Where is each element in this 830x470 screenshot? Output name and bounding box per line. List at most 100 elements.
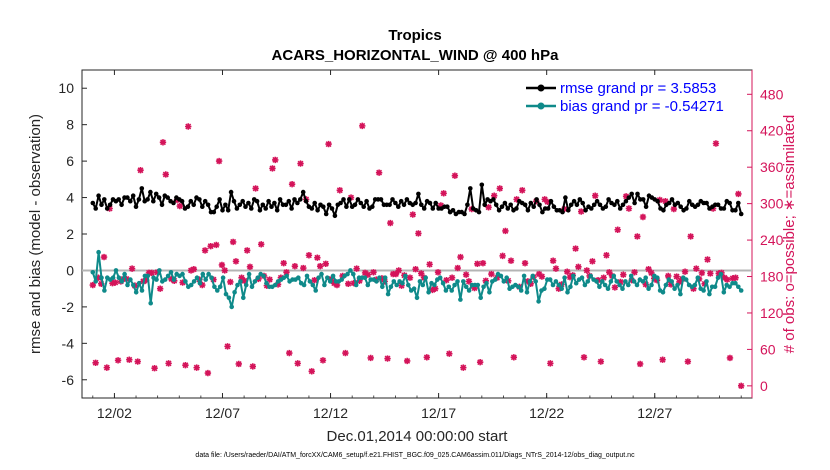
rmse-point [361,204,367,209]
bias-point [663,282,669,288]
bias-point [455,279,460,284]
rmse-point [257,208,263,213]
y-tick-label: -2 [62,299,75,315]
bias-point [597,284,602,290]
bias-point [400,280,405,286]
obs-assimilated-marker [462,271,470,278]
rmse-point [496,208,502,213]
obs-assimilated-marker [347,194,355,201]
bias-point [527,279,533,284]
rmse-point [445,204,450,209]
bias-point [559,286,564,292]
rmse-point [416,191,421,197]
bias-point [492,277,498,282]
bias-point [353,282,359,288]
legend-rmse-label: rmse grand pr = 3.5853 [560,80,716,97]
bias-point [145,273,151,279]
rmse-point [254,198,260,204]
obs-assimilated-marker [238,274,245,281]
obs-assimilated-marker [432,285,439,292]
legend-bias-marker [537,102,545,110]
obs-assimilated-marker [446,350,453,357]
obs-assimilated-marker [112,279,119,286]
bias-point [631,279,637,284]
obs-assimilated-marker [114,357,122,364]
bias-point [296,275,301,281]
obs-assimilated-marker [89,281,97,289]
rmse-point [352,202,358,208]
obs-assimilated-marker [549,257,557,264]
rmse-point [202,198,208,204]
bias-point [573,280,579,286]
y-tick-label: 8 [66,117,74,133]
rmse-point [623,198,629,204]
obs-assimilated-marker [415,230,422,237]
rmse-point [632,200,637,206]
bias-point [351,271,356,277]
rmse-point [733,208,738,213]
obs-assimilated-marker [98,280,105,288]
rmse-point [243,204,248,209]
obs-assimilated-marker [227,278,234,286]
obs-assimilated-marker [639,213,647,221]
y-right-tick-label: 120 [760,305,784,321]
obs-assimilated-marker [243,247,251,254]
obs-assimilated-marker [221,267,228,274]
bias-point [420,282,426,288]
obs-assimilated-marker [201,247,209,254]
bias-point [382,275,388,281]
rmse-point [433,200,439,206]
x-tick-label: 12/07 [205,405,240,421]
obs-assimilated-marker [283,269,290,276]
rmse-point [102,197,107,202]
rmse-point [295,200,300,206]
rmse-point [315,208,320,213]
bias-point [90,270,96,275]
y-axis-left: -6 -4 -2 0 2 4 6 8 10 [58,80,87,388]
bias-point [458,297,463,302]
obs-assimilated-marker [246,263,254,270]
obs-assimilated-marker [642,281,649,288]
rmse-point [286,198,292,204]
obs-assimilated-marker [406,274,414,281]
bias-point [255,275,261,281]
obs-assimilated-marker [448,274,456,281]
obs-assimilated-marker [426,261,433,268]
bias-point [461,279,466,284]
bias-point [215,288,220,293]
rmse-point [246,200,251,206]
x-axis-label: Dec.01,2014 00:00:00 start [327,428,509,445]
obs-assimilated-marker [552,265,560,272]
obs-assimilated-marker [100,253,108,261]
bias-point [226,295,232,301]
obs-assimilated-marker [392,270,400,278]
bias-point [701,288,706,293]
rmse-point [231,198,237,204]
rmse-point [300,189,306,195]
bias-point [96,249,101,255]
obs-assimilated-marker [541,196,548,203]
bias-point [521,273,527,279]
obs-assimilated-marker [527,280,534,288]
obs-assimilated-marker [521,259,529,267]
obs-assimilated-marker [465,278,473,285]
obs-assimilated-marker [712,140,720,147]
bias-point [475,282,481,288]
obs-assimilated-marker [648,269,655,277]
obs-assimilated-marker [159,139,167,146]
bias-point [154,277,159,282]
bias-point [556,282,562,288]
obs-assimilated-marker [628,276,635,284]
y-axis-right-label: # of obs: o=possible; ∗=assimilated [781,115,798,354]
bias-point [131,282,136,288]
bias-point [446,284,452,290]
obs-assimilated-marker [589,258,596,265]
y-right-tick-label: 180 [760,269,784,285]
bias-point [322,282,327,288]
obs-assimilated-marker [103,364,111,371]
obs-assimilated-marker [451,172,459,179]
rmse-point [220,208,225,213]
rmse-point [298,197,303,202]
obs-assimilated-marker [350,280,358,287]
rmse-point [568,202,574,208]
